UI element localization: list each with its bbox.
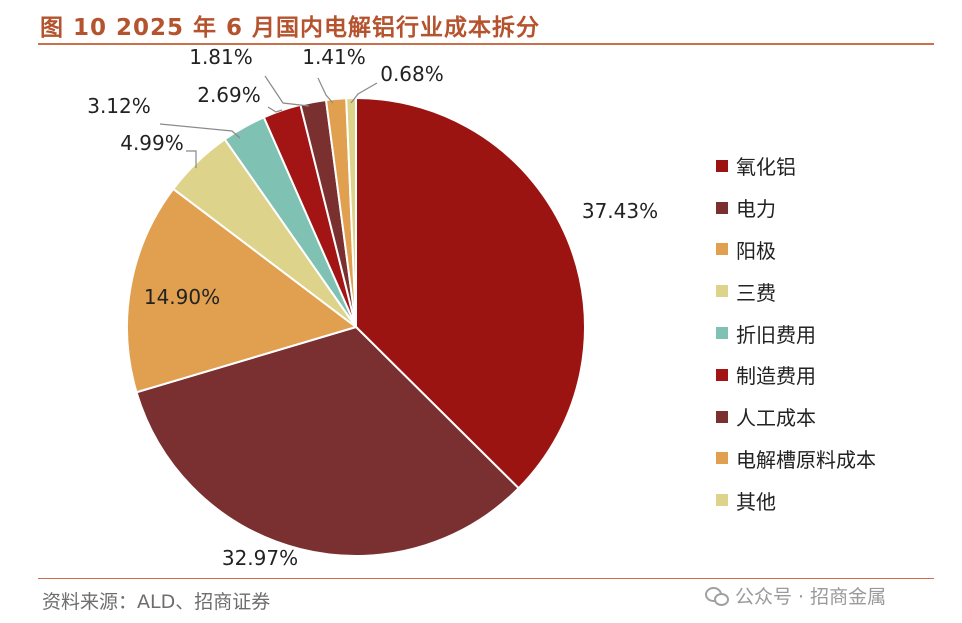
legend-label: 其他: [736, 489, 776, 514]
legend-swatch: [716, 201, 728, 214]
legend-swatch: [716, 368, 728, 381]
legend-label: 电力: [736, 197, 776, 222]
data-label-8: 1.41%: [302, 45, 366, 69]
legend-swatch: [716, 452, 728, 465]
legend-item-2: 电力: [716, 187, 876, 229]
legend-label: 人工成本: [736, 406, 816, 431]
legend-label: 氧化铝: [736, 155, 796, 180]
legend-label: 电解槽原料成本: [736, 447, 876, 472]
leader-line-7: [264, 75, 310, 107]
watermark-text: 公众号 · 招商金属: [735, 586, 887, 608]
data-label-2: 32.97%: [222, 546, 298, 570]
legend-item-4: 三费: [716, 270, 876, 312]
pie-slice-9: [345, 96, 357, 328]
source-note: 资料来源：ALD、招商证券: [42, 591, 271, 613]
legend-item-9: 其他: [716, 479, 876, 521]
legend-item-5: 折旧费用: [716, 312, 876, 354]
pie-slice-3: [126, 187, 359, 394]
legend-swatch: [716, 243, 728, 256]
legend-item-1: 氧化铝: [716, 145, 876, 187]
legend-item-7: 人工成本: [716, 396, 876, 438]
legend-swatch: [716, 410, 728, 423]
legend-item-3: 阳极: [716, 229, 876, 271]
chart-legend: 氧化铝电力阳极三费折旧费用制造费用人工成本电解槽原料成本 其他: [716, 145, 876, 521]
leader-line-8: [317, 77, 334, 104]
legend-swatch: [716, 494, 728, 507]
pie-slice-1: [355, 96, 586, 490]
legend-swatch: [716, 159, 728, 172]
data-label-1: 37.43%: [582, 199, 658, 223]
legend-item-6: 制造费用: [716, 354, 876, 396]
leader-line-6: [267, 106, 283, 113]
data-label-3: 14.90%: [144, 285, 220, 309]
data-label-4: 4.99%: [120, 131, 184, 155]
legend-swatch: [716, 327, 728, 340]
title-divider: [38, 43, 934, 45]
data-label-6: 2.69%: [197, 83, 261, 107]
data-label-5: 3.12%: [87, 94, 151, 118]
data-label-7: 1.81%: [189, 45, 253, 69]
watermark: 公众号 · 招商金属: [705, 582, 886, 609]
data-label-9: 0.68%: [380, 62, 444, 86]
wechat-icon: [705, 585, 729, 607]
source-divider: [38, 578, 934, 579]
leader-line-4: [186, 150, 197, 168]
legend-item-8: 电解槽原料成本: [716, 438, 876, 480]
legend-swatch: [716, 285, 728, 298]
chart-title: 图 10 2025 年 6 月国内电解铝行业成本拆分: [40, 15, 541, 41]
leader-line-5: [159, 123, 241, 139]
pie-slice-2: [135, 325, 521, 557]
legend-label: 折旧费用: [736, 322, 816, 347]
legend-label: 制造费用: [736, 364, 816, 389]
legend-label: 三费: [736, 280, 776, 305]
leader-line-9: [350, 82, 378, 104]
legend-label: 阳极: [736, 238, 776, 263]
